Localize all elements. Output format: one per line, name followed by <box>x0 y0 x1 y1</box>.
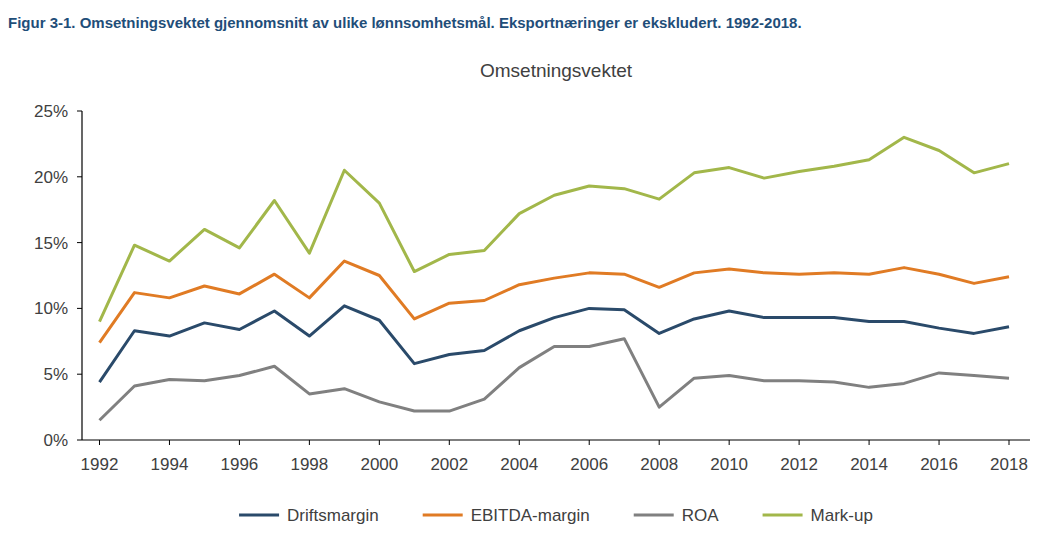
x-tick <box>729 440 730 445</box>
legend-swatch <box>239 514 279 517</box>
x-tick-label: 2018 <box>990 455 1028 474</box>
y-axis <box>81 111 82 440</box>
x-tick <box>1009 440 1010 445</box>
x-tick <box>99 440 100 445</box>
x-tick <box>869 440 870 445</box>
x-tick <box>169 440 170 445</box>
legend-swatch <box>763 514 803 517</box>
legend-label: ROA <box>682 506 720 525</box>
y-tick <box>77 374 82 375</box>
y-tick-label: 25% <box>34 102 68 121</box>
x-tick-label: 1992 <box>81 455 119 474</box>
legend: Driftsmargin EBITDA-margin ROA Mark-up <box>239 506 873 525</box>
x-tick <box>799 440 800 445</box>
legend-label: EBITDA-margin <box>471 506 590 525</box>
y-tick-label: 10% <box>34 299 68 318</box>
x-tick <box>939 440 940 445</box>
y-tick-label: 20% <box>34 168 68 187</box>
x-tick-label: 1998 <box>290 455 328 474</box>
y-tick <box>77 176 82 177</box>
x-tick-label: 1994 <box>151 455 189 474</box>
series-line <box>99 339 1009 421</box>
series-line <box>99 306 1009 382</box>
y-tick-label: 0% <box>43 431 68 450</box>
series-line <box>99 261 1009 343</box>
y-tick-label: 15% <box>34 234 68 253</box>
y-tick <box>77 440 82 441</box>
legend-swatch <box>423 514 463 517</box>
x-tick-label: 2012 <box>780 455 818 474</box>
x-axis <box>82 439 1030 440</box>
y-tick <box>77 111 82 112</box>
x-tick-label: 2016 <box>920 455 958 474</box>
legend-swatch <box>634 514 674 517</box>
chart: Figur 3-1. Omsetningsvektet gjennomsnitt… <box>0 0 1040 542</box>
x-tick <box>239 440 240 445</box>
plot-area <box>99 137 1009 420</box>
x-tick-label: 2000 <box>360 455 398 474</box>
y-tick <box>77 242 82 243</box>
x-tick-label: 2004 <box>500 455 538 474</box>
x-tick <box>309 440 310 445</box>
subtitle: Omsetningsvektet <box>480 60 633 81</box>
x-tick-label: 2002 <box>430 455 468 474</box>
x-tick-label: 1996 <box>221 455 259 474</box>
x-tick <box>449 440 450 445</box>
legend-label: Driftsmargin <box>287 506 379 525</box>
x-tick-label: 2006 <box>570 455 608 474</box>
x-tick <box>659 440 660 445</box>
y-tick-label: 5% <box>43 365 68 384</box>
series-line <box>99 137 1009 321</box>
x-tick <box>379 440 380 445</box>
x-tick <box>589 440 590 445</box>
x-tick-label: 2014 <box>850 455 888 474</box>
x-tick-label: 2010 <box>710 455 748 474</box>
x-tick <box>519 440 520 445</box>
title: Figur 3-1. Omsetningsvektet gjennomsnitt… <box>8 14 802 31</box>
x-tick-label: 2008 <box>640 455 678 474</box>
y-tick <box>77 308 82 309</box>
legend-label: Mark-up <box>811 506 873 525</box>
